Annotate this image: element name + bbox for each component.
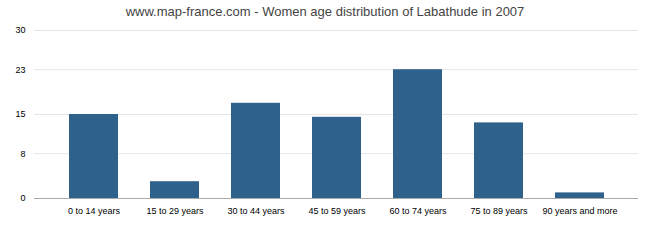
svg-text:60 to 74 years: 60 to 74 years: [389, 206, 447, 216]
svg-text:23: 23: [15, 65, 25, 75]
svg-text:0 to 14 years: 0 to 14 years: [68, 206, 121, 216]
svg-text:15: 15: [15, 109, 25, 119]
svg-text:30 to 44 years: 30 to 44 years: [227, 206, 285, 216]
html-text:www.map-france.com - Women age: www.map-france.com - Women age distribut…: [125, 4, 525, 19]
svg-text:30: 30: [15, 25, 25, 35]
svg-text:8: 8: [20, 149, 25, 159]
svg-text:90 years and more: 90 years and more: [542, 206, 617, 216]
svg-text:0: 0: [20, 193, 25, 203]
svg-text:45 to 59 years: 45 to 59 years: [308, 206, 366, 216]
svg-text:75 to 89 years: 75 to 89 years: [470, 206, 528, 216]
svg-text:15 to 29 years: 15 to 29 years: [146, 206, 204, 216]
